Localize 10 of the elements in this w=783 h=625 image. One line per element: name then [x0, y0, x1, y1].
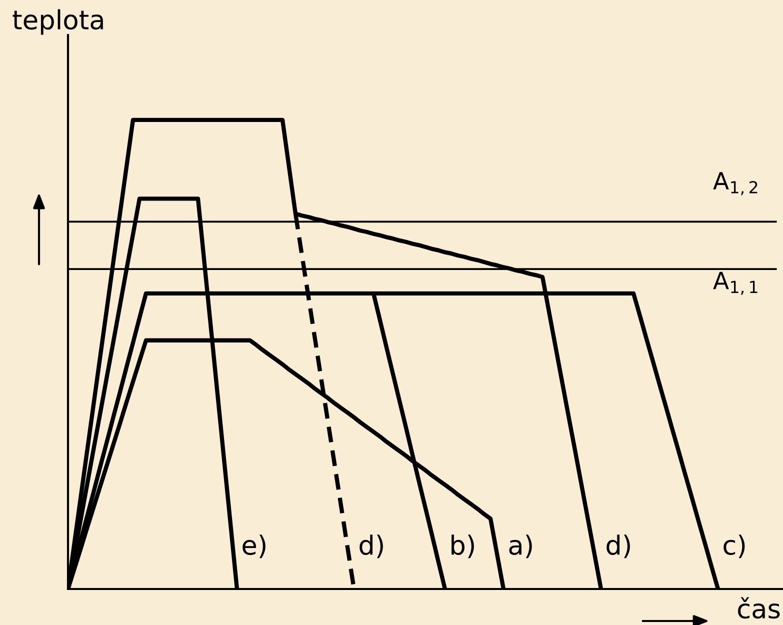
series-label: e)	[242, 534, 266, 558]
y-axis-title: teplota	[12, 9, 103, 35]
series-label: d)	[606, 534, 630, 558]
series-label: d)	[360, 534, 383, 558]
series-label: a)	[509, 534, 532, 558]
series-label: c)	[724, 534, 745, 558]
ref-line-label: A$_{1,2}$	[713, 172, 758, 196]
series-label: b)	[452, 534, 474, 558]
x-axis-title: čas	[738, 597, 780, 619]
ref-line-label: A$_{1,1}$	[713, 272, 758, 295]
